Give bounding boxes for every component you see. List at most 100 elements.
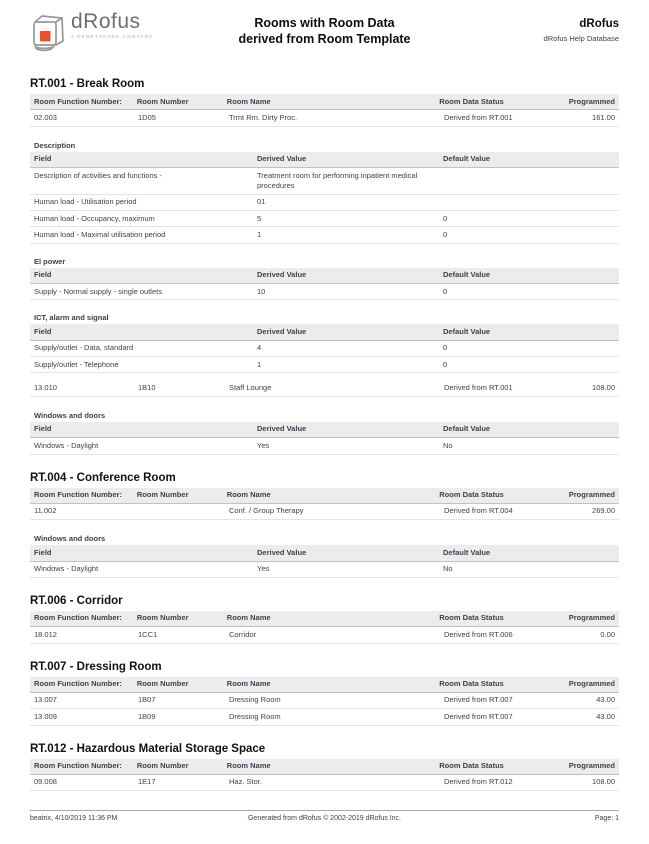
report-title-line1: Rooms with Room Data	[254, 16, 395, 30]
field-group-title: ICT, alarm and signal	[34, 313, 109, 323]
room-cell: 43.00	[596, 711, 615, 721]
column-header: Room Function Number:	[34, 679, 122, 689]
field-group: El power Field Derived Value Default Value S…	[30, 257, 619, 301]
column-header: Programmed	[568, 490, 615, 499]
field-row: Human load - Occupancy, maximum 5 0	[30, 211, 619, 228]
section-title: RT.012 - Hazardous Material Storage Spac…	[30, 742, 266, 755]
footer-page-number: Page: 1	[594, 815, 619, 822]
section-title: RT.004 - Conference Room	[30, 471, 176, 484]
field-cell: 0	[443, 359, 448, 369]
report-title: Rooms with Room Data derived from Room T…	[200, 10, 449, 48]
section-title: RT.007 - Dressing Room	[30, 660, 162, 673]
field-cell: Supply - Normal supply - single outlets	[34, 286, 162, 296]
section-title: RT.006 - Corridor	[30, 594, 123, 607]
field-cell: No	[443, 440, 453, 450]
column-header: Derived Value	[257, 154, 307, 164]
room-cell: 1E17	[138, 777, 156, 787]
field-cell	[439, 168, 619, 173]
field-cell: 5	[257, 213, 262, 223]
section-title: RT.001 - Break Room	[30, 78, 145, 90]
column-header: Room Name	[226, 490, 271, 499]
room-cell: 13.007	[34, 695, 57, 705]
field-cell: No	[443, 564, 453, 574]
column-header: Room Number	[136, 96, 189, 106]
room-cell: Staff Lounge	[229, 382, 272, 392]
room-row: 18.012 1CC1 Corridor Derived from RT.006 0.0…	[30, 627, 619, 644]
field-cell: 0	[443, 229, 448, 239]
column-header: Room Data Status	[439, 613, 504, 623]
field-cell: 10	[257, 286, 266, 296]
room-cell: Derived from RT.007	[444, 695, 513, 705]
field-cell	[439, 195, 619, 200]
field-row: Human load - Maximal utilisation period 1…	[30, 227, 619, 244]
field-cell: Windows - Daylight	[34, 440, 99, 450]
field-row: Supply - Normal supply - single outlets 1…	[30, 284, 619, 301]
field-cell: Yes	[257, 440, 270, 450]
room-template-section: RT.007 - Dressing Room Room Function Numb…	[30, 661, 619, 726]
room-cell	[134, 504, 225, 509]
column-header: Room Data Status	[439, 679, 504, 689]
column-header: Programmed	[568, 761, 615, 771]
column-header: Derived Value	[257, 424, 307, 434]
column-header: Room Data Status	[439, 761, 504, 771]
field-cell: 4	[257, 343, 262, 353]
field-row: Windows - Daylight Yes No	[30, 562, 619, 578]
column-header: Programmed	[568, 613, 615, 623]
field-cell: 0	[443, 286, 448, 296]
room-cell: 11.002	[34, 506, 57, 516]
report-footer: Generated from dRofus © 2002-2019 dRofus…	[30, 810, 619, 822]
room-cell: Derived from RT.012	[444, 777, 513, 787]
footer-generated-by: Generated from dRofus © 2002-2019 dRofus…	[247, 815, 402, 822]
room-cell: 108.00	[592, 382, 615, 392]
room-cell: 43.00	[596, 695, 615, 705]
room-cell: Derived from RT.001	[444, 112, 513, 122]
column-header: Field	[34, 154, 52, 164]
room-row: 09.008 1E17 Haz. Stor. Derived from RT.012 1…	[30, 775, 619, 792]
field-cell: Human load - Occupancy, maximum	[34, 213, 155, 223]
room-cell: Derived from RT.001	[444, 382, 513, 392]
column-header: Derived Value	[257, 270, 307, 280]
room-cell: 13.010	[34, 382, 57, 392]
field-group: ICT, alarm and signal Field Derived Value D…	[30, 313, 619, 374]
field-cell: Supply/outlet - Data, standard	[34, 343, 134, 353]
column-header: Room Name	[226, 613, 271, 623]
drofus-cube-icon	[30, 10, 66, 52]
room-cell: 18.012	[34, 629, 57, 639]
field-row: Description of activities and functions …	[30, 168, 619, 195]
column-header: Room Name	[226, 679, 271, 689]
field-cell: 0	[443, 213, 448, 223]
room-cell: 108.00	[592, 777, 615, 787]
logo-tagline: A NEMETSCHEK COMPANY	[71, 34, 154, 40]
room-cell: Dressing Room	[229, 695, 281, 705]
field-cell: Treatment room for performing inpatient …	[257, 170, 418, 190]
header-right: dRofus dRofus Help Database	[449, 10, 619, 43]
field-group: Windows and doors Field Derived Value Defau…	[30, 534, 619, 578]
field-cell: Supply/outlet - Telephone	[34, 359, 119, 369]
room-cell: 1CC1	[138, 629, 158, 639]
column-header: Default Value	[443, 547, 491, 557]
field-group: Description Field Derived Value Default Val…	[30, 141, 619, 244]
field-cell: 01	[257, 197, 266, 207]
room-row: 13.010 1B10 Staff Lounge Derived from RT.00…	[30, 380, 619, 397]
field-group-title: Windows and doors	[34, 534, 106, 544]
field-row: Supply/outlet - Telephone 1 0	[30, 357, 619, 374]
room-template-section: RT.006 - Corridor Room Function Number: Ro…	[30, 595, 619, 644]
field-group-title: Windows and doors	[34, 410, 106, 420]
room-cell: 269.00	[592, 506, 615, 516]
column-header: Default Value	[443, 154, 491, 164]
room-table-header-row: Room Function Number: Room Number Room Nam…	[30, 610, 619, 628]
field-cell: Description of activities and functions …	[34, 170, 162, 180]
room-cell: 02.003	[34, 112, 57, 122]
field-table-header-row: Field Derived Value Default Value	[30, 324, 619, 341]
room-table-header-row: Room Function Number: Room Number Room Nam…	[30, 487, 619, 504]
column-header: Field	[34, 270, 52, 280]
field-cell: 0	[443, 343, 448, 353]
field-group-title: Description	[34, 140, 76, 150]
column-header: Default Value	[443, 326, 491, 336]
report-sections: RT.001 - Break Room Room Function Number:…	[0, 78, 649, 792]
column-header: Room Function Number:	[34, 96, 122, 106]
column-header: Room Name	[226, 96, 271, 106]
field-group: Windows and doors Field Derived Value Defau…	[30, 411, 619, 455]
field-cell: Yes	[257, 564, 270, 574]
field-row: Windows - Daylight Yes No	[30, 438, 619, 455]
